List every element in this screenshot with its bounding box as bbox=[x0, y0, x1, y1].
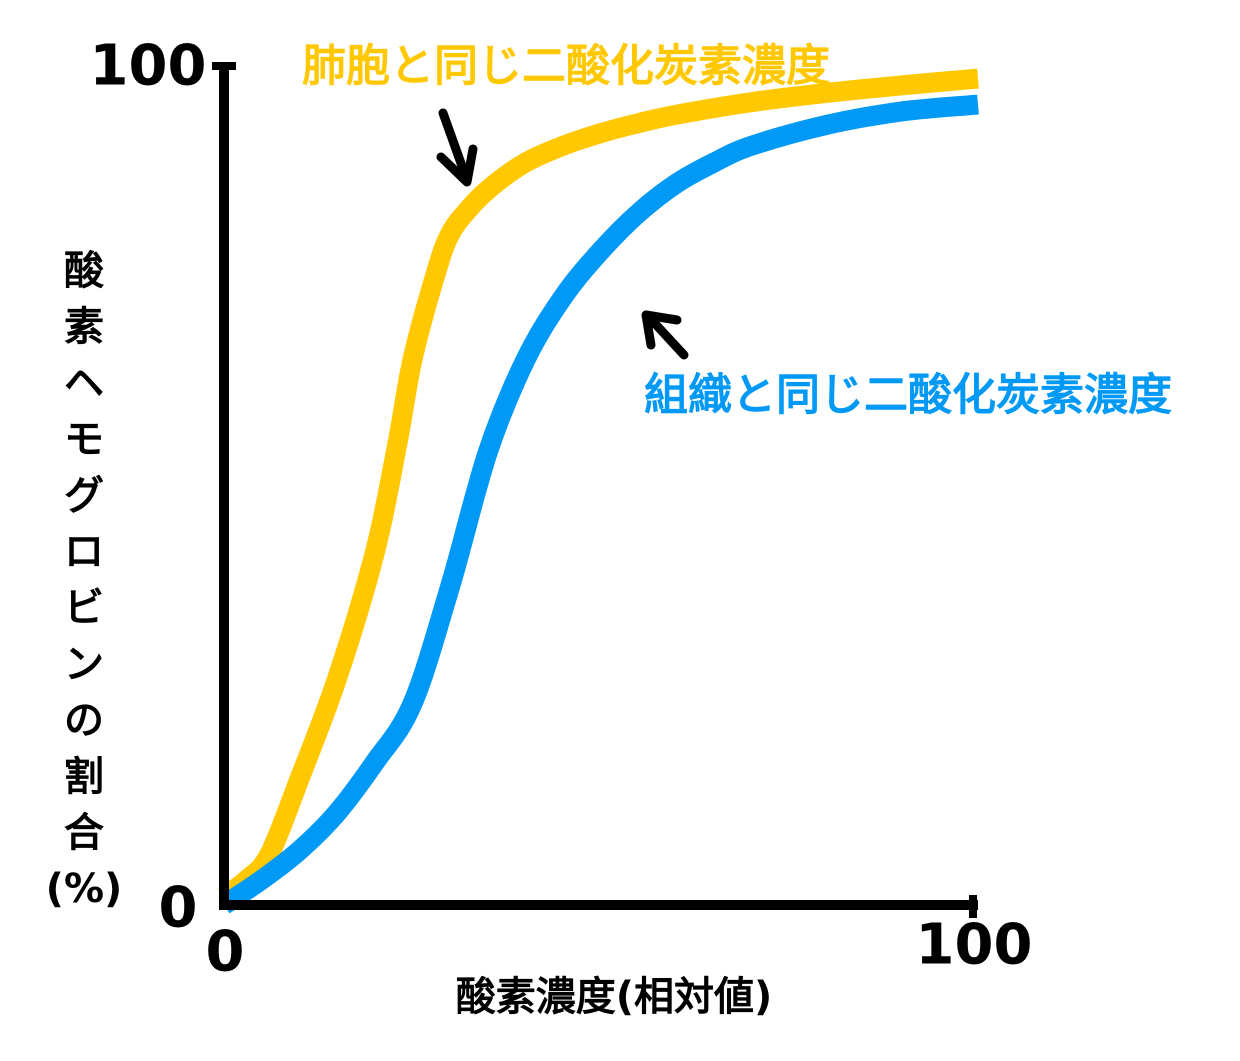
y-axis-title-char: 合 bbox=[64, 810, 104, 856]
x-axis-title: 酸素濃度(相対値) bbox=[456, 974, 773, 1020]
series-label-tissue: 組織と同じ二酸化炭素濃度 bbox=[644, 370, 1172, 421]
y-axis-title-char: ロ bbox=[64, 529, 104, 575]
series-line-alveolar bbox=[218, 68, 979, 905]
y-axis-title-char: ン bbox=[64, 641, 104, 687]
y-axis-title-char: グ bbox=[64, 473, 104, 519]
y-axis-title-char: (%) bbox=[46, 866, 123, 912]
y-axis-title-char: 酸 bbox=[64, 248, 105, 294]
y-tick-label-min: 0 bbox=[159, 876, 198, 941]
series-layer bbox=[218, 68, 979, 914]
x-tick-label-min: 0 bbox=[206, 920, 245, 985]
y-axis-title-char: ビ bbox=[64, 585, 104, 631]
y-axis-title-char: 素 bbox=[64, 304, 104, 350]
y-axis-title-char: モ bbox=[64, 417, 104, 463]
y-axis-title-char: 割 bbox=[64, 754, 104, 800]
arrow-to-alveolar-curve bbox=[436, 108, 478, 187]
arrow-to-tissue-curve bbox=[641, 310, 689, 360]
y-axis-title-char: ヘ bbox=[64, 360, 104, 406]
y-tick-label-max: 100 bbox=[90, 34, 207, 99]
series-label-alveolar: 肺胞と同じ二酸化炭素濃度 bbox=[302, 41, 830, 92]
series-line-tissue bbox=[218, 94, 979, 914]
y-axis-title-char: の bbox=[64, 698, 104, 744]
x-tick-label-max: 100 bbox=[916, 913, 1033, 978]
